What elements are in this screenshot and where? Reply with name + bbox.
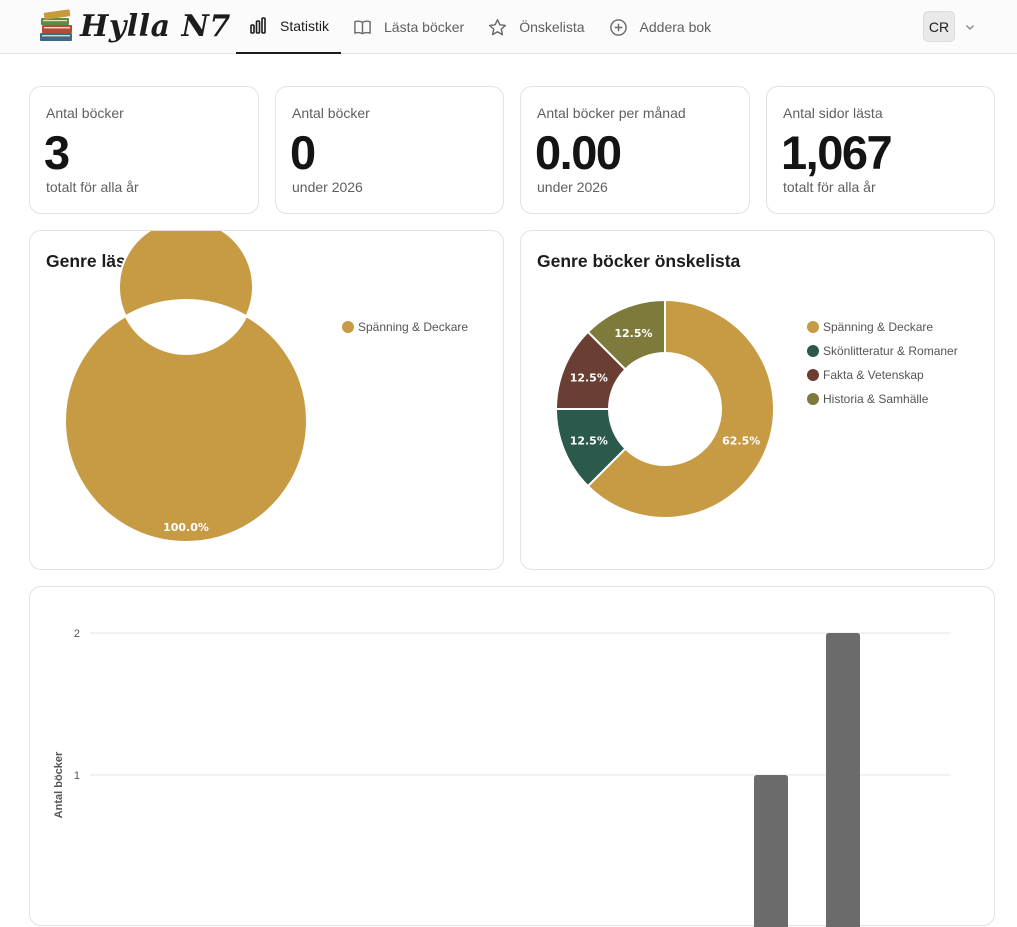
stat-subtitle: totalt för alla år <box>783 179 876 195</box>
legend-swatch <box>807 345 819 357</box>
genre-wishlist-donut-chart: 62.5% 12.5% 12.5% 12.5% <box>554 298 775 519</box>
pie-slice[interactable] <box>64 231 308 543</box>
main-nav: Statistik Lästa böcker Önskelista Addera… <box>236 0 723 54</box>
bar[interactable] <box>826 633 860 927</box>
tab-onskelista[interactable]: Önskelista <box>476 0 596 54</box>
legend-item[interactable]: Spänning & Deckare <box>807 315 958 339</box>
legend-swatch <box>342 321 354 333</box>
tab-addera-bok[interactable]: Addera bok <box>597 0 724 54</box>
stat-card-books-per-month: Antal böcker per månad 0.00 under 2026 <box>520 86 750 214</box>
books-bar-chart: 1 2 Antal böcker <box>53 628 951 927</box>
tab-statistik[interactable]: Statistik <box>236 0 342 54</box>
chart-title: Genre böcker önskelista <box>537 251 741 271</box>
tab-statistik-label: Statistik <box>280 18 330 34</box>
tab-lasta-bocker[interactable]: Lästa böcker <box>341 0 476 54</box>
chart-legend: Spänning & Deckare <box>342 315 468 339</box>
pie-data-label: 12.5% <box>614 327 652 340</box>
pie-slice[interactable] <box>586 298 775 519</box>
tab-lasta-bocker-label: Lästa böcker <box>384 19 465 35</box>
stat-subtitle: totalt för alla år <box>46 179 139 195</box>
tab-addera-bok-label: Addera bok <box>639 19 712 35</box>
legend-label: Skönlitteratur & Romaner <box>823 344 958 358</box>
book-icon <box>354 19 371 34</box>
stat-card-books-this-year: Antal böcker 0 under 2026 <box>275 86 504 214</box>
legend-item[interactable]: Historia & Samhälle <box>807 387 958 411</box>
top-navigation-bar: Hylla N7 Statistik Lästa böcker Önskelis… <box>0 0 1017 54</box>
legend-item[interactable]: Skönlitteratur & Romaner <box>807 339 958 363</box>
pie-data-label: 12.5% <box>570 435 608 448</box>
plus-circle-icon <box>609 18 627 36</box>
pie-data-label: 12.5% <box>570 371 608 384</box>
pie-slice[interactable] <box>586 298 666 371</box>
genre-wishlist-card: Genre böcker önskelista 62.5% 12.5% 12.5% 1… <box>520 230 995 570</box>
stat-label: Antal sidor lästa <box>783 105 883 121</box>
pie-data-label: 100.0% <box>163 521 209 534</box>
stat-value: 1,067 <box>781 126 893 179</box>
legend-label: Spänning & Deckare <box>358 320 469 334</box>
legend-item[interactable]: Fakta & Vetenskap <box>807 363 958 387</box>
stat-label: Antal böcker <box>292 105 370 121</box>
legend-label: Historia & Samhälle <box>823 392 929 406</box>
legend-item[interactable]: Spänning & Deckare <box>342 315 468 339</box>
legend-swatch <box>807 369 819 381</box>
stat-value: 0.00 <box>535 126 622 179</box>
genre-read-books-card: Genre lästa böcker 100.0% Spänning & Dec… <box>29 230 504 570</box>
legend-label: Spänning & Deckare <box>823 320 934 334</box>
legend-swatch <box>807 393 819 405</box>
stat-value: 0 <box>290 126 316 179</box>
legend-swatch <box>807 321 819 333</box>
stat-card-pages-read: Antal sidor lästa 1,067 totalt för alla … <box>766 86 995 214</box>
y-tick-label: 2 <box>74 628 80 640</box>
stat-label: Antal böcker <box>46 105 124 121</box>
stat-value: 3 <box>44 126 70 179</box>
app-logo[interactable]: Hylla N7 <box>38 4 231 48</box>
pie-data-label: 62.5% <box>722 435 760 448</box>
tab-onskelista-label: Önskelista <box>519 19 585 35</box>
stat-subtitle: under 2026 <box>292 179 363 195</box>
books-logo-icon <box>40 9 72 41</box>
stat-card-total-books: Antal böcker 3 totalt för alla år <box>29 86 259 214</box>
y-tick-label: 1 <box>74 770 80 782</box>
chevron-down-icon[interactable] <box>963 20 977 34</box>
books-per-month-card: 1 2 Antal böcker <box>29 586 995 927</box>
star-icon <box>489 18 507 35</box>
genre-read-books-donut-chart: 100.0% <box>64 231 308 543</box>
chart-legend: Spänning & Deckare Skönlitteratur & Roman… <box>807 315 958 411</box>
y-axis-label: Antal böcker <box>53 751 65 818</box>
stat-subtitle: under 2026 <box>537 179 608 195</box>
user-avatar[interactable]: CR <box>923 11 955 42</box>
bar[interactable] <box>754 775 788 927</box>
legend-label: Fakta & Vetenskap <box>823 368 924 382</box>
app-name: Hylla N7 <box>80 8 231 44</box>
stat-label: Antal böcker per månad <box>537 105 686 121</box>
bar-chart-icon <box>250 17 266 34</box>
